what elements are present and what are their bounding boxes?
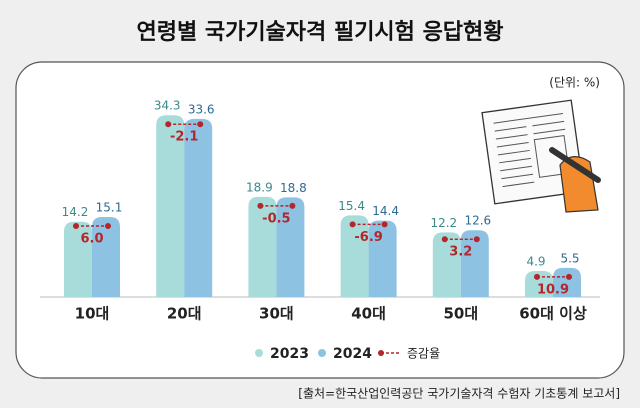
unit-label: (단위: %) <box>549 76 600 90</box>
bar <box>92 216 120 297</box>
change-marker-part <box>473 236 480 243</box>
x-tick-label: 40대 <box>351 305 386 323</box>
change-value-label: -0.5 <box>262 211 290 226</box>
bar-value-label: 5.5 <box>560 251 579 265</box>
legend-swatch <box>318 349 326 357</box>
document-illustration <box>481 99 601 213</box>
change-marker-part <box>381 221 388 228</box>
bar-value-label: 33.6 <box>188 102 215 116</box>
bar-value-label: 18.8 <box>280 181 307 195</box>
legend: 2023 2024 증감율 <box>255 346 440 362</box>
change-marker <box>257 202 296 209</box>
x-tick-label: 50대 <box>443 305 478 323</box>
bar-value-label: 34.3 <box>154 99 181 113</box>
source-note: [출처=한국산업인력공단 국가기술자격 수험자 기초통계 보고서] <box>298 387 620 401</box>
x-tick-label: 10대 <box>75 305 110 323</box>
change-marker-part <box>73 222 79 229</box>
bar <box>64 221 92 297</box>
x-tick-label: 20대 <box>167 305 202 323</box>
change-marker-part <box>441 236 448 243</box>
bar-value-label: 12.2 <box>430 216 457 230</box>
change-marker-part <box>105 222 111 229</box>
bar-value-label: 15.1 <box>96 200 123 214</box>
change-marker-part <box>165 121 172 128</box>
change-marker-part <box>534 273 540 280</box>
bar <box>276 197 305 297</box>
bar <box>368 220 397 297</box>
change-value-label: 3.2 <box>449 245 472 260</box>
bar-value-label: 12.6 <box>464 214 491 228</box>
change-value-label: 10.9 <box>537 282 569 297</box>
bar <box>432 232 461 297</box>
bar <box>156 115 185 298</box>
change-marker <box>534 273 572 280</box>
x-tick-label: 60대 이상 <box>519 305 587 323</box>
bar-value-label: 4.9 <box>526 255 545 269</box>
legend-label: 2023 <box>270 346 309 362</box>
legend-label: 2024 <box>333 346 372 362</box>
change-marker <box>165 121 204 128</box>
change-marker <box>73 222 111 229</box>
chart-title: 연령별 국가기술자격 필기시험 응답현황 <box>136 19 503 45</box>
x-tick-label: 30대 <box>259 305 294 323</box>
legend-swatch <box>255 349 263 357</box>
bar-value-label: 18.9 <box>246 180 273 194</box>
change-marker-part <box>566 273 572 280</box>
bar <box>525 271 553 297</box>
bar-value-label: 14.2 <box>62 205 89 219</box>
change-marker-part <box>289 202 296 209</box>
change-value-label: -2.1 <box>170 130 198 145</box>
bar <box>460 230 489 297</box>
change-marker-part <box>197 121 204 128</box>
legend-swatch <box>378 350 384 356</box>
change-marker-part <box>349 221 356 228</box>
bar <box>248 196 277 297</box>
change-value-label: 6.0 <box>80 231 103 246</box>
legend-label: 증감율 <box>407 347 440 361</box>
change-value-label: -6.9 <box>354 230 382 245</box>
bar <box>184 118 213 297</box>
change-marker-part <box>257 202 264 209</box>
bar-value-label: 15.4 <box>338 199 365 213</box>
change-marker <box>441 236 480 243</box>
bar <box>340 215 369 297</box>
bar-value-label: 14.4 <box>372 204 399 218</box>
change-marker <box>349 221 388 228</box>
bar <box>553 267 581 297</box>
